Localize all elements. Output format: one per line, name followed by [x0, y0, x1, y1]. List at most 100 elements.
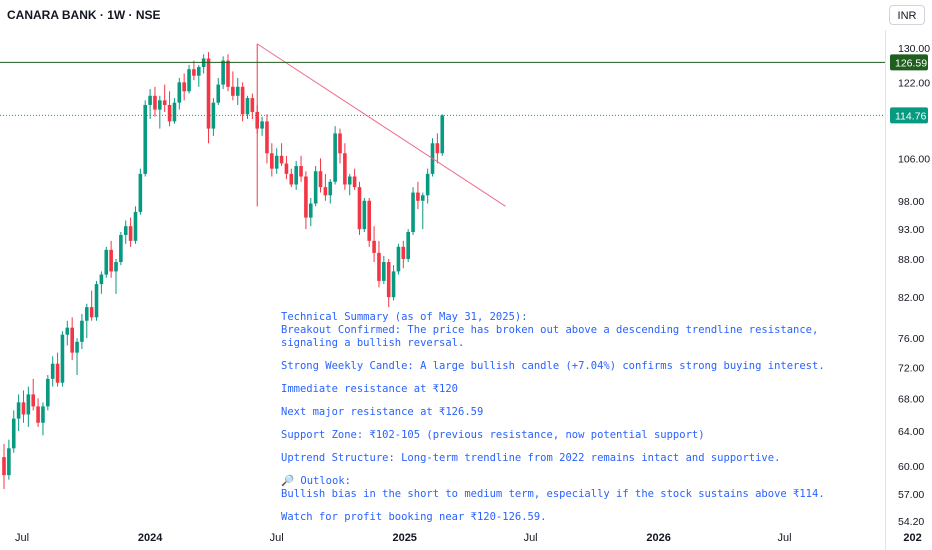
- candle-body: [416, 192, 420, 201]
- chart-title: CANARA BANK · 1W · NSE: [7, 8, 161, 22]
- candle: [352, 168, 357, 190]
- y-tick-label: 106.00: [898, 153, 930, 165]
- candle-body: [420, 195, 425, 201]
- candle: [7, 439, 11, 480]
- candle-body: [323, 187, 328, 196]
- candle-body: [274, 155, 279, 169]
- candle-body: [123, 226, 128, 235]
- candle-body: [41, 406, 45, 423]
- candle-body: [372, 240, 376, 253]
- candle-body: [89, 307, 94, 318]
- candle-body: [36, 406, 40, 423]
- candle-body: [153, 95, 157, 110]
- resistance-price-label-bg: [890, 54, 928, 71]
- note-title: Technical Summary (as of May 31, 2025):: [281, 311, 528, 323]
- candle-body: [440, 115, 445, 154]
- candle-body: [99, 274, 104, 285]
- candle: [148, 89, 152, 120]
- candle-body: [357, 187, 362, 230]
- note-support: Support Zone: ₹102-105 (previous resista…: [281, 429, 705, 441]
- candle: [216, 77, 221, 105]
- candle-body: [55, 363, 60, 383]
- candle: [162, 84, 167, 112]
- candle-body: [425, 173, 430, 196]
- y-tick-label: 82.00: [898, 292, 924, 304]
- candle-body: [343, 153, 347, 185]
- currency-button[interactable]: INR: [889, 5, 925, 25]
- candle: [119, 232, 123, 266]
- candle-body: [386, 262, 391, 298]
- y-tick-label: 68.00: [898, 393, 924, 405]
- candle: [128, 217, 133, 247]
- note-candle: Strong Weekly Candle: A large bullish ca…: [281, 360, 825, 372]
- candle-body: [7, 448, 11, 476]
- candle: [187, 64, 191, 94]
- candle: [396, 243, 401, 275]
- candle: [367, 198, 372, 247]
- candle: [250, 93, 255, 120]
- candle: [343, 143, 347, 190]
- candle-body: [16, 402, 21, 419]
- candle: [65, 320, 70, 346]
- candle-body: [318, 171, 323, 188]
- candle: [333, 126, 337, 185]
- candle-body: [187, 69, 191, 92]
- candle: [158, 95, 162, 129]
- candle: [31, 378, 36, 411]
- candle-body: [377, 252, 381, 281]
- candle-body: [2, 457, 6, 476]
- candle: [46, 375, 50, 411]
- candle: [362, 198, 367, 233]
- candle-body: [46, 378, 50, 407]
- candle-body: [138, 173, 143, 212]
- candle-body: [50, 363, 55, 379]
- candle-body: [231, 86, 235, 96]
- note-breakout: Breakout Confirmed: The price has broken…: [281, 324, 819, 349]
- candle-body: [119, 234, 123, 263]
- candle-body: [240, 86, 245, 115]
- candle: [211, 98, 216, 136]
- candle-body: [104, 249, 109, 275]
- candle: [420, 192, 425, 230]
- candle-body: [192, 69, 196, 76]
- candle: [114, 258, 118, 294]
- candle-body: [26, 394, 31, 415]
- candle-body: [177, 82, 182, 103]
- note-uptrend: Uptrend Structure: Long-term trendline f…: [281, 452, 781, 464]
- x-tick-label: Jul: [270, 532, 284, 544]
- candle: [245, 95, 250, 120]
- candle: [109, 240, 113, 278]
- candle: [416, 181, 420, 210]
- candle-body: [328, 181, 333, 196]
- last-price-label-text: 114.76: [895, 110, 926, 122]
- x-tick-label: 202: [903, 532, 921, 544]
- candle-body: [362, 200, 367, 230]
- candle-body: [221, 60, 225, 85]
- candle-body: [21, 402, 26, 415]
- candle-body: [143, 104, 148, 174]
- candle: [270, 143, 274, 177]
- candle-body: [80, 320, 84, 342]
- x-tick-label: Jul: [777, 532, 791, 544]
- candle: [206, 52, 211, 144]
- candle: [308, 198, 313, 227]
- candle: [172, 98, 177, 124]
- candle-body: [308, 203, 313, 218]
- x-tick-label: Jul: [15, 532, 29, 544]
- candle: [143, 100, 148, 177]
- candle: [377, 240, 381, 288]
- candle-body: [260, 121, 264, 129]
- candle: [401, 240, 406, 269]
- candle: [235, 77, 240, 105]
- candle-body: [304, 176, 308, 218]
- candle-body: [284, 163, 289, 174]
- note-major-resistance: Next major resistance at ₹126.59: [281, 406, 484, 418]
- candle-body: [411, 192, 415, 233]
- candle-body: [352, 176, 357, 188]
- candle: [153, 86, 157, 117]
- candle: [411, 187, 415, 235]
- candle: [372, 226, 376, 263]
- candle: [323, 173, 328, 201]
- candle-body: [401, 246, 406, 259]
